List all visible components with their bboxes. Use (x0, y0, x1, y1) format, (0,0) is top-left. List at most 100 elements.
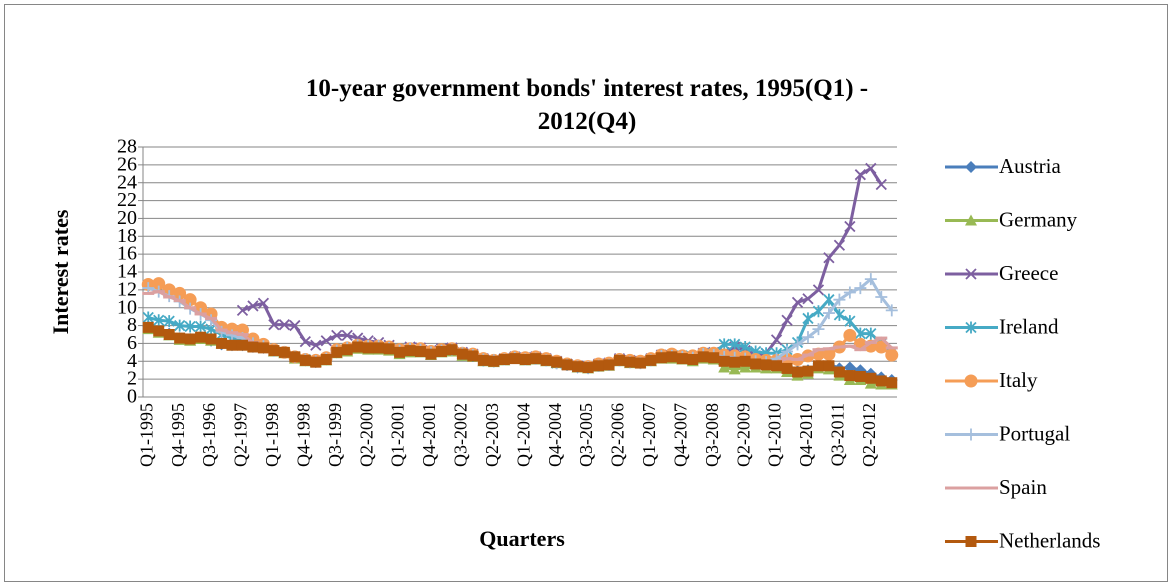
legend-label: Greece (999, 261, 1058, 285)
marker-x (865, 162, 877, 175)
x-tick-label: Q2-2006 (608, 403, 628, 467)
marker-square (561, 359, 573, 371)
marker-plus (833, 293, 846, 306)
x-tick-label: Q4-2004 (545, 403, 565, 467)
marker-square (781, 362, 793, 374)
marker-square (854, 370, 866, 382)
legend-label: Ireland (999, 314, 1059, 338)
marker-x (844, 220, 856, 233)
series (236, 162, 887, 373)
x-tick-label: Q3-1999 (325, 403, 345, 467)
marker-square (195, 331, 207, 343)
x-tick-label: Q1-2001 (388, 403, 408, 467)
marker-square (509, 353, 521, 365)
marker-square (760, 359, 772, 371)
marker-square (676, 353, 688, 365)
marker-square (666, 351, 678, 363)
y-tick-label: 26 (117, 153, 137, 175)
marker-asterisk (833, 308, 846, 321)
marker-x (791, 296, 804, 308)
marker-square (415, 345, 427, 357)
marker-square (519, 354, 531, 365)
marker-x (289, 319, 301, 332)
marker-circle (173, 286, 187, 300)
marker-asterisk (163, 315, 175, 328)
x-tick-label: Q1-2007 (639, 403, 659, 467)
marker-x (278, 319, 291, 331)
marker-asterisk (194, 320, 207, 333)
marker-asterisk (812, 305, 825, 318)
marker-square (603, 359, 615, 371)
marker-x (268, 319, 280, 331)
x-axis-title: Quarters (479, 526, 565, 551)
chart-title: 10-year government bonds' interest rates… (305, 75, 869, 135)
marker-circle (964, 374, 978, 388)
marker-circle (885, 348, 899, 362)
marker-square (708, 352, 720, 364)
marker-circle (183, 293, 197, 307)
marker-plus (781, 345, 794, 358)
marker-x (823, 252, 835, 264)
marker-square (257, 342, 269, 354)
marker-asterisk (718, 338, 730, 351)
marker-x (299, 336, 311, 348)
y-tick-label: 18 (117, 225, 137, 247)
marker-square (634, 357, 646, 369)
marker-square (645, 354, 657, 366)
marker-x (965, 268, 977, 280)
marker-asterisk (965, 321, 977, 334)
y-tick-label: 10 (117, 296, 137, 318)
marker-square (613, 354, 625, 366)
series (142, 321, 898, 389)
marker-asterisk (823, 293, 835, 306)
marker-square (812, 360, 824, 372)
x-tick-label: Q2-1997 (231, 403, 251, 467)
marker-plus (791, 338, 804, 351)
marker-asterisk (184, 320, 196, 333)
marker-x (247, 300, 259, 312)
y-tick-label: 22 (117, 189, 137, 211)
marker-square (289, 351, 301, 363)
marker-square (875, 375, 887, 387)
marker-plus (843, 286, 856, 299)
x-tick-label: Q4-2010 (796, 403, 816, 467)
x-tick-label: Q1-1995 (136, 403, 156, 467)
marker-square (278, 346, 290, 358)
marker-square (268, 345, 280, 357)
y-tick-label: 20 (117, 207, 137, 229)
x-tick-label: Q2-2003 (482, 403, 502, 467)
x-tick-label: Q1-2004 (513, 403, 533, 467)
y-tick-label: 24 (117, 171, 137, 193)
marker-x (812, 284, 825, 296)
x-tick-label: Q2-2012 (859, 403, 879, 467)
marker-square (582, 362, 594, 374)
marker-circle (152, 277, 166, 291)
y-tick-label: 12 (117, 278, 137, 300)
y-tick-label: 4 (127, 350, 137, 372)
marker-square (216, 337, 228, 349)
marker-square (320, 354, 332, 365)
marker-square (687, 354, 699, 365)
x-tick-label: Q3-1996 (199, 403, 219, 467)
y-tick-label: 28 (117, 136, 137, 158)
marker-asterisk (153, 314, 165, 327)
x-tick-label: Q3-2002 (451, 403, 471, 467)
x-tick-label: Q4-2001 (419, 403, 439, 467)
marker-square (446, 344, 458, 356)
marker-asterisk (729, 338, 741, 351)
x-tick-label: Q3-2011 (828, 403, 848, 466)
x-tick-label: Q4-2007 (670, 403, 690, 467)
y-tick-label: 8 (127, 314, 137, 336)
marker-square (394, 346, 406, 358)
marker-x (770, 334, 783, 346)
marker-plus (885, 304, 898, 317)
marker-square (593, 360, 605, 372)
legend-label: Italy (999, 368, 1038, 392)
legend-label: Germany (999, 207, 1078, 231)
y-tick-label: 2 (127, 368, 137, 390)
x-tick-label: Q4-1998 (293, 403, 313, 467)
marker-square (383, 343, 395, 355)
marker-square (833, 366, 845, 378)
marker-square (530, 353, 542, 365)
marker-square (153, 325, 165, 337)
